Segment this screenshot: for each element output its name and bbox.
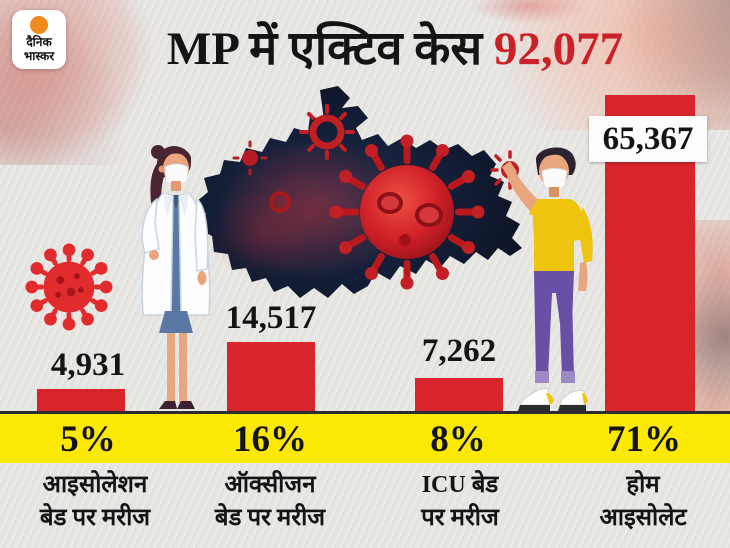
coronavirus-icon (25, 243, 113, 336)
man-mask (541, 168, 568, 191)
mp-map-graphic (192, 84, 528, 314)
percent-band (0, 414, 730, 463)
bar-isolation-bed (37, 389, 125, 413)
logo-text-line2: भास्कर (23, 49, 55, 63)
label-line: होम (626, 472, 660, 498)
bar-value-isolation: 4,931 (50, 347, 126, 383)
small-virus-crater (269, 191, 291, 213)
percent-icu: 8% (430, 419, 486, 460)
label-line: पर मरीज (421, 505, 499, 531)
bar-value-home-box: 65,367 (589, 116, 707, 162)
title-total-cases: 92,077 (493, 23, 624, 75)
percent-home: 71% (607, 419, 681, 460)
small-virus-icon (232, 140, 268, 176)
logo-text-line1: दैनिक (26, 35, 52, 49)
page-title: MP में एक्टिव केस 92,077 (65, 14, 725, 78)
label-line: ऑक्सीजन (224, 472, 316, 498)
doctor-illustration (127, 137, 239, 419)
label-icu-bed: ICU बेड पर मरीज (370, 469, 550, 535)
percent-isolation: 5% (60, 419, 116, 460)
bar-value-oxygen: 14,517 (225, 300, 317, 336)
label-line: बेड पर मरीज (39, 505, 151, 531)
bar-icu-bed (415, 378, 503, 413)
bar-value-icu: 7,262 (421, 333, 497, 369)
bar-value-home: 65,367 (602, 121, 694, 157)
bar-oxygen-bed (227, 342, 315, 413)
label-line: आइसोलेशन (42, 472, 148, 498)
small-virus-ring-icon (299, 104, 355, 160)
logo-sun-icon (30, 16, 48, 34)
label-oxygen-bed: ऑक्सीजन बेड पर मरीज (180, 469, 360, 535)
doctor-mask (164, 163, 189, 186)
label-home-isolate: होम आइसोलेट (553, 469, 730, 535)
masked-man-illustration (498, 143, 610, 419)
title-text: MP में एक्टिव केस (166, 23, 494, 75)
coronavirus-image (329, 134, 485, 290)
chart-baseline (0, 411, 730, 414)
percent-oxygen: 16% (233, 419, 307, 460)
label-line: बेड पर मरीज (214, 505, 326, 531)
dainik-bhaskar-logo: दैनिक भास्कर (12, 10, 66, 69)
label-isolation-bed: आइसोलेशन बेड पर मरीज (0, 469, 190, 535)
label-line: ICU बेड (421, 472, 499, 498)
label-line: आइसोलेट (599, 505, 687, 531)
